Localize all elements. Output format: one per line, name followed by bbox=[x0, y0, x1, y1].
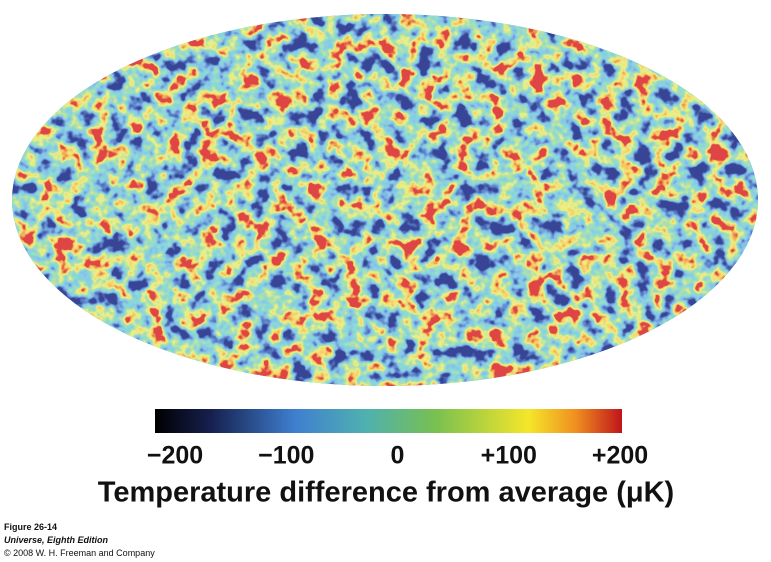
copyright: © 2008 W. H. Freeman and Company bbox=[4, 548, 155, 558]
colorbar-tick-label: +200 bbox=[592, 442, 648, 470]
colorbar-tick-label: 0 bbox=[391, 442, 405, 470]
colorbar-label: Temperature difference from average (μK) bbox=[98, 477, 674, 509]
figure-number: Figure 26-14 bbox=[4, 522, 57, 532]
book-title: Universe, Eighth Edition bbox=[4, 535, 109, 545]
sky-map bbox=[12, 14, 758, 386]
colorbar bbox=[155, 409, 622, 433]
colorbar-tick-label: +100 bbox=[481, 442, 537, 470]
colorbar-tick-label: −100 bbox=[258, 442, 314, 470]
colorbar-tick-label: −200 bbox=[147, 442, 203, 470]
